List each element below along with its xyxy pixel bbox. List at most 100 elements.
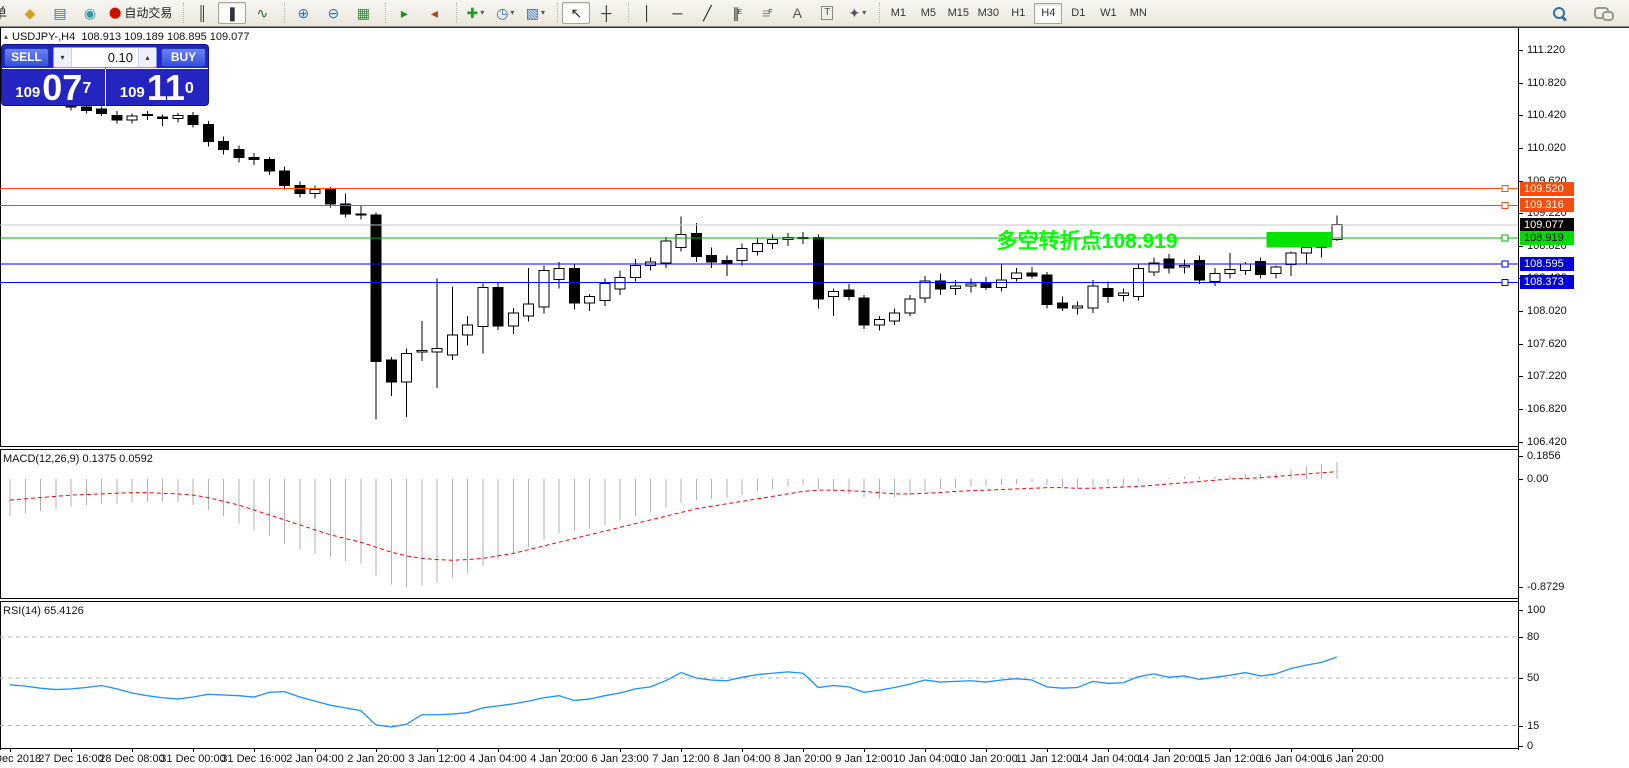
price-tick [1519,376,1523,378]
rsi-tick [1519,725,1523,727]
price-tick [1519,311,1523,313]
price-tick [1519,213,1523,215]
price-tick-label: 110.020 [1527,141,1566,154]
price-tick [1519,82,1523,84]
zoom-in-icon[interactable]: ⊕ [297,5,310,21]
sell-button[interactable]: SELL [4,48,49,67]
rsi-indicator-label: RSI(14) 65.4126 [3,605,84,617]
arrows-icon[interactable]: ✦ ▾ [848,5,867,21]
time-tick [1108,748,1109,752]
volume-decrease-button[interactable]: ▾ [54,48,72,67]
ohlc-values: 108.913 109.189 108.895 109.077 [81,31,250,43]
autotrade-button[interactable]: ⬤ 自动交易 [109,6,173,20]
price-tick [1519,115,1523,117]
vertical-line-icon[interactable]: │ [642,5,652,21]
pivot-annotation-text[interactable]: 多空转折点108.919 [996,229,1178,253]
new-order-icon[interactable]: 单 [0,2,14,24]
time-label: 16 Jan 20:00 [1320,753,1384,765]
equidistant-channel-icon[interactable]: ∥ E [732,5,743,21]
cursor-icon[interactable]: ↖ [562,2,591,24]
time-tick [376,748,377,752]
text-icon[interactable]: A [792,5,802,21]
crosshair-icon[interactable]: ┼ [601,5,612,21]
trendline-icon[interactable]: ╱ [703,5,712,21]
tf-m5-button[interactable]: M5 [920,6,936,19]
price-axis-line [1518,28,1519,750]
volume-input[interactable] [72,48,138,67]
tf-w1-button[interactable]: W1 [1100,6,1117,19]
time-label: 7 Jan 12:00 [652,753,710,765]
tf-m1-button[interactable]: M1 [890,6,906,19]
price-level-badge: 108.595 [1520,257,1574,272]
buy-button[interactable]: BUY [161,48,206,67]
auto-scroll-icon[interactable]: ▸ [400,5,408,21]
text-label-icon[interactable]: T [813,2,841,24]
tf-h1-button[interactable]: H1 [1011,6,1026,19]
line-chart-icon[interactable]: ∿ [256,5,269,21]
price-tick [1519,343,1523,345]
main-chart-pane[interactable] [0,28,1518,446]
templates-icon[interactable]: ▧ ▾ [525,5,545,21]
time-label: 8 Jan 20:00 [774,753,832,765]
price-divider [104,69,106,106]
signals-icon[interactable]: ◉ [83,5,97,21]
volume-increase-button[interactable]: ▴ [138,48,156,67]
rsi-tick-label: 15 [1527,719,1540,732]
chart-shift-icon[interactable]: ◂ [430,5,438,21]
toolbar-separator [379,3,387,23]
trade-panel-controls: SELL ▾ ▴ BUY [2,47,208,68]
price-tick [1519,245,1523,247]
tf-mn-button[interactable]: MN [1129,6,1147,19]
time-label: 2 Jan 20:00 [347,753,405,765]
macd-indicator-label: MACD(12,26,9) 0.1375 0.0592 [3,453,153,465]
indicators-add-icon[interactable]: ✚ ▾ [466,5,485,21]
time-label: 8 Jan 04:00 [713,753,771,765]
zoom-out-icon[interactable]: ⊖ [327,5,340,21]
time-tick [254,748,255,752]
toolbar-separator [622,3,630,23]
time-label: 3 Jan 12:00 [408,753,466,765]
macd-pane[interactable] [0,450,1518,598]
fibonacci-icon[interactable]: ≡ F [762,5,773,21]
price-level-badge: 109.316 [1520,198,1574,213]
tf-h4-button[interactable]: H4 [1034,2,1063,24]
buy-price[interactable]: 109 11 0 [105,68,208,106]
current-price-badge: 109.077 [1520,217,1574,232]
rsi-tick [1519,678,1523,679]
time-label: 14 Jan 04:00 [1076,753,1140,765]
price-axis[interactable]: 111.220 110.820 110.420 110.020 109.620 109.2… [1519,28,1629,768]
rsi-tick-label: 50 [1527,672,1540,684]
pane-splitter-macd[interactable] [0,446,1629,450]
price-tick-label: 110.420 [1527,109,1566,122]
toolbar-separator [450,3,458,23]
time-axis-line [0,748,1518,749]
sell-price[interactable]: 109 07 7 [2,68,105,106]
time-tick [193,748,194,752]
time-tick [986,748,987,752]
price-tick-label: 107.620 [1527,337,1567,350]
time-tick [1291,748,1292,752]
chat-icon[interactable] [1590,3,1618,25]
collapse-triangle-icon[interactable]: ▴ [4,32,9,41]
trade-panel-prices: 109 07 7 109 11 0 [2,68,208,106]
periods-icon[interactable]: ◷ ▾ [496,5,515,21]
time-label: 16 Jan 04:00 [1259,753,1323,765]
symbols-search-icon[interactable] [1546,3,1574,25]
time-tick [1352,748,1353,752]
gold-chart-icon[interactable]: ◆ [24,5,36,21]
tf-m15-button[interactable]: M15 [947,6,970,19]
tile-windows-icon[interactable]: ▦ [356,5,370,21]
tf-d1-button[interactable]: D1 [1071,6,1086,19]
bar-chart-icon[interactable]: ║ [197,5,208,21]
macd-tick-label: -0.8729 [1527,581,1565,594]
pane-splitter-rsi[interactable] [0,598,1629,602]
toolbar-separator [177,3,185,23]
horizontal-line-icon[interactable]: ─ [672,5,683,21]
candlestick-chart-icon[interactable]: ❚ [218,2,247,24]
volume-stepper: ▾ ▴ [53,47,157,68]
tf-m30-button[interactable]: M30 [977,6,1000,19]
toolbar-separator [873,3,881,23]
market-depth-icon[interactable]: ▤ [53,5,67,21]
time-tick [1047,748,1048,752]
rsi-pane[interactable] [0,602,1518,748]
